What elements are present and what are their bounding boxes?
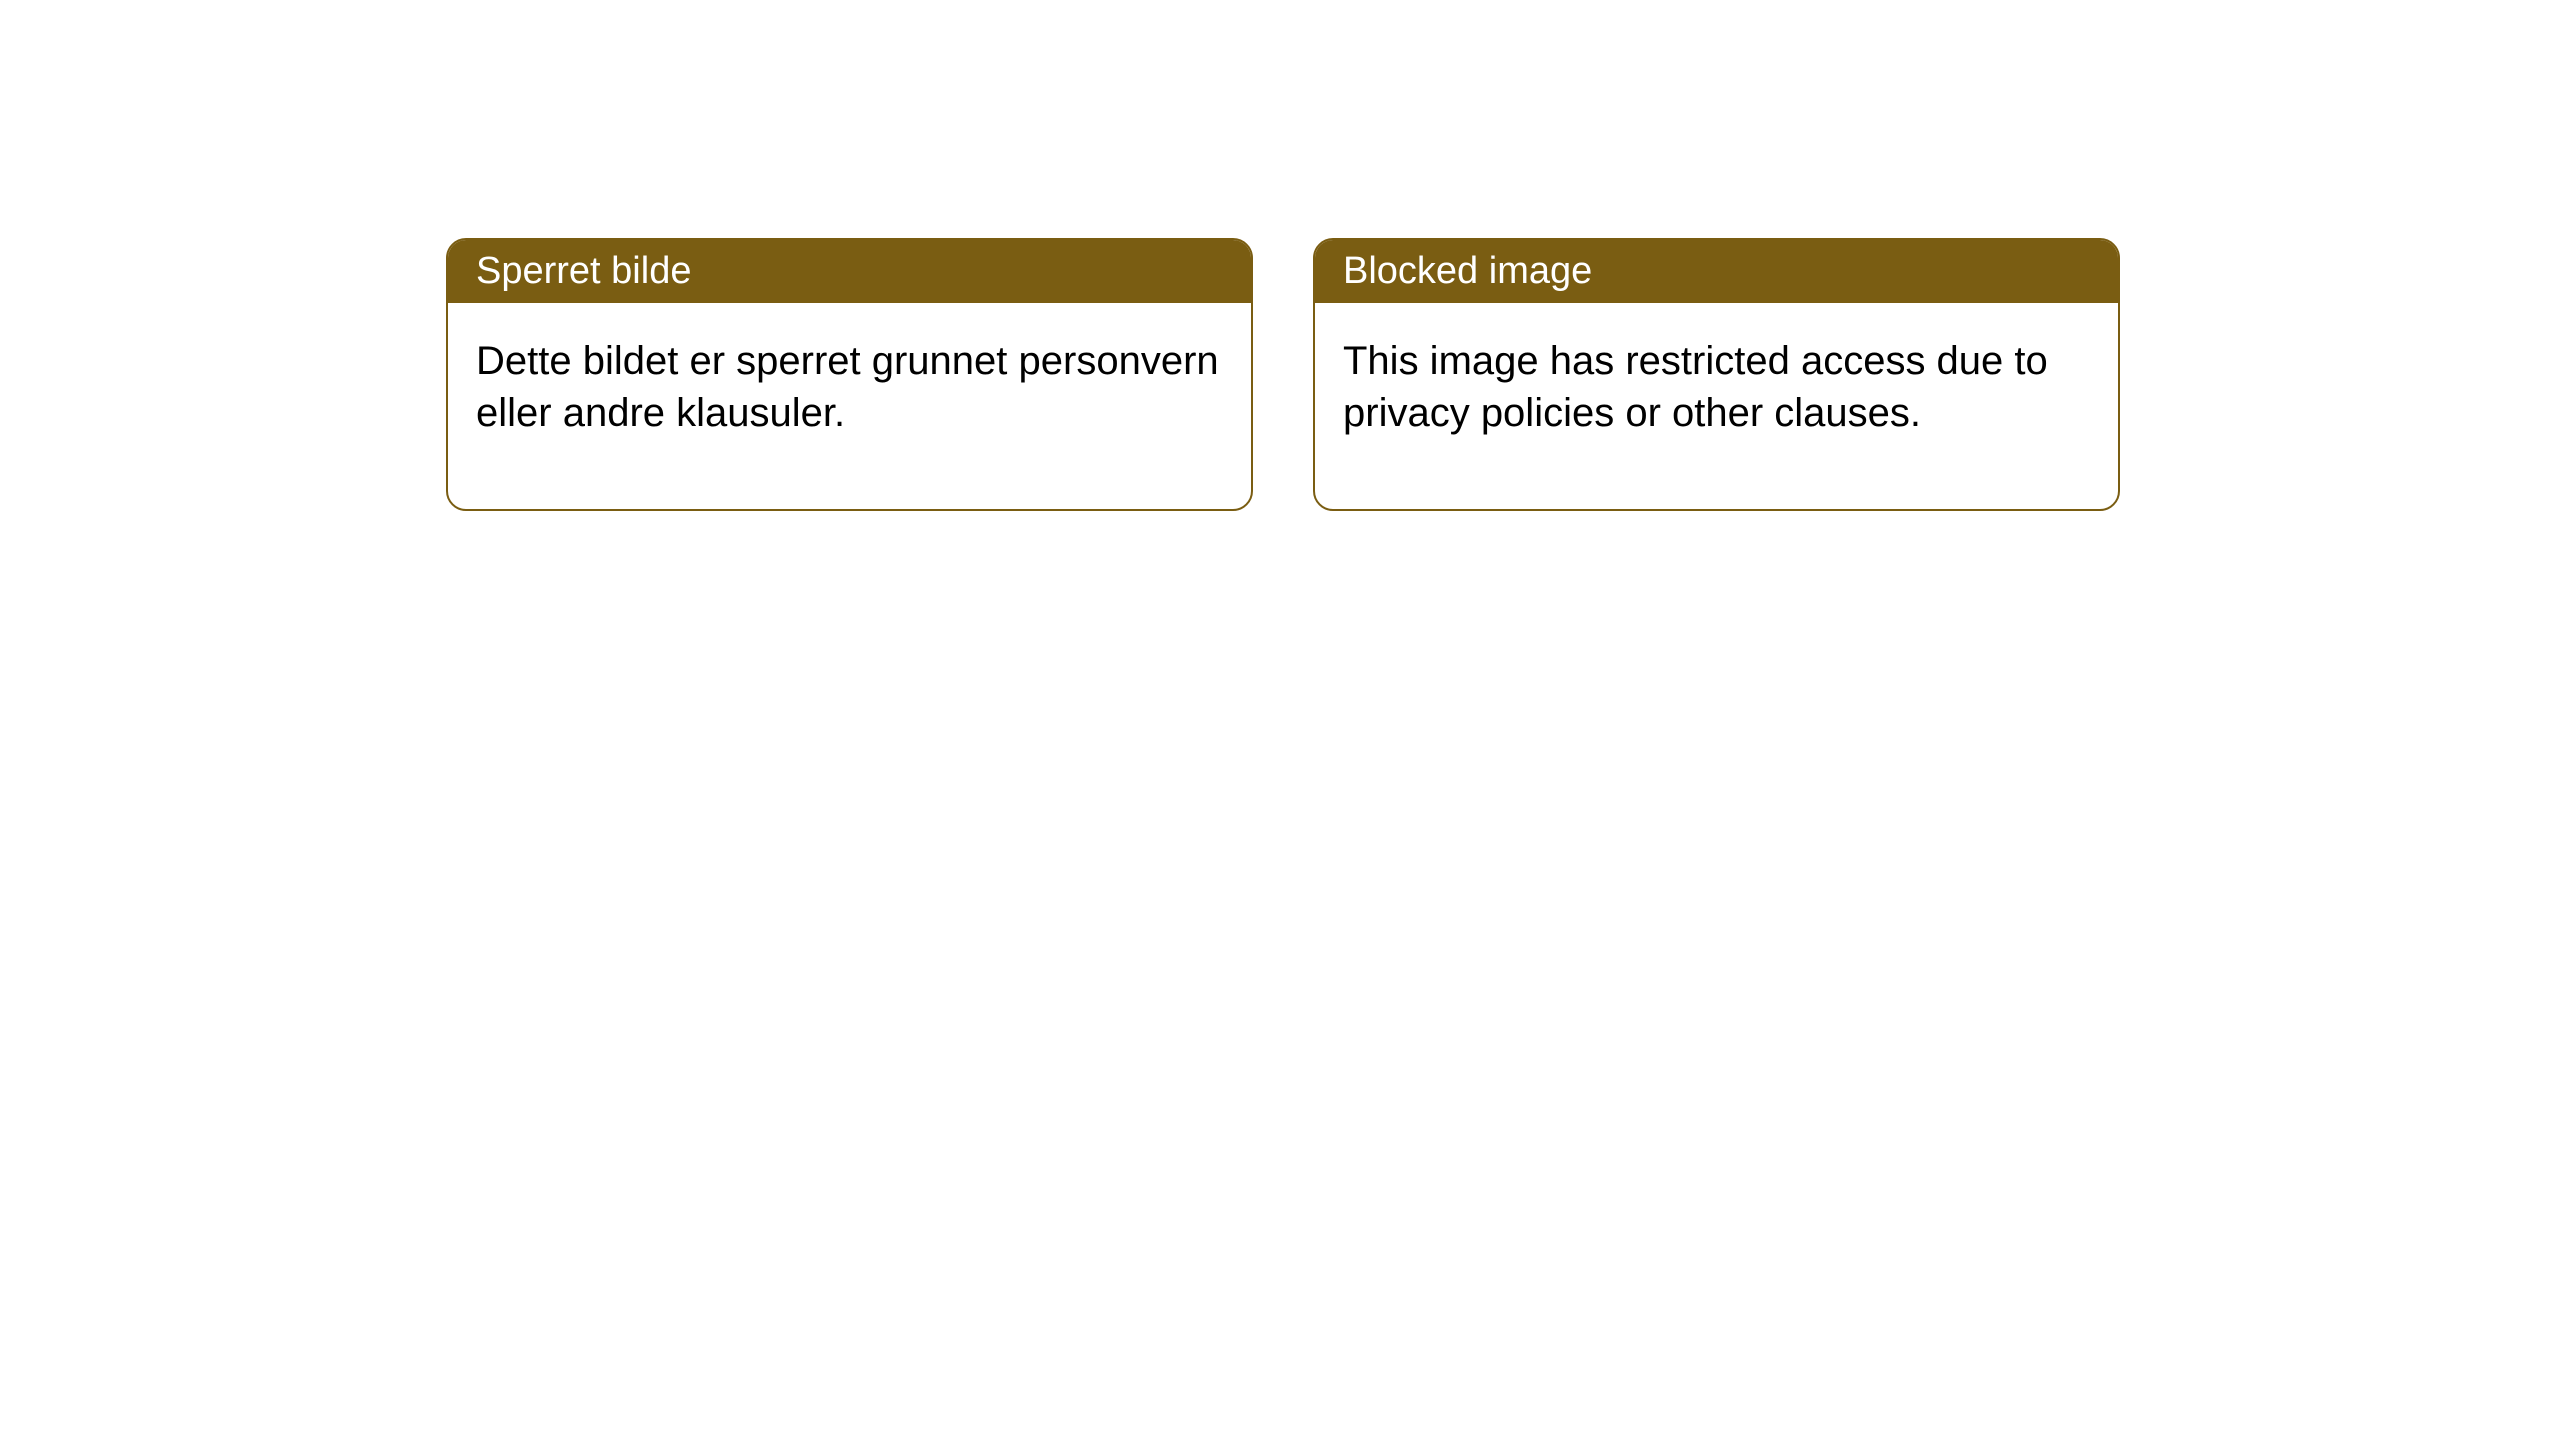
card-body: Dette bildet er sperret grunnet personve… [448,303,1251,509]
notice-card-norwegian: Sperret bilde Dette bildet er sperret gr… [446,238,1253,511]
card-title: Blocked image [1343,250,1592,292]
card-header: Blocked image [1315,240,2118,303]
notice-container: Sperret bilde Dette bildet er sperret gr… [446,238,2120,511]
card-body: This image has restricted access due to … [1315,303,2118,509]
card-title: Sperret bilde [476,250,691,292]
card-body-text: Dette bildet er sperret grunnet personve… [476,339,1219,435]
card-header: Sperret bilde [448,240,1251,303]
card-body-text: This image has restricted access due to … [1343,339,2048,435]
notice-card-english: Blocked image This image has restricted … [1313,238,2120,511]
